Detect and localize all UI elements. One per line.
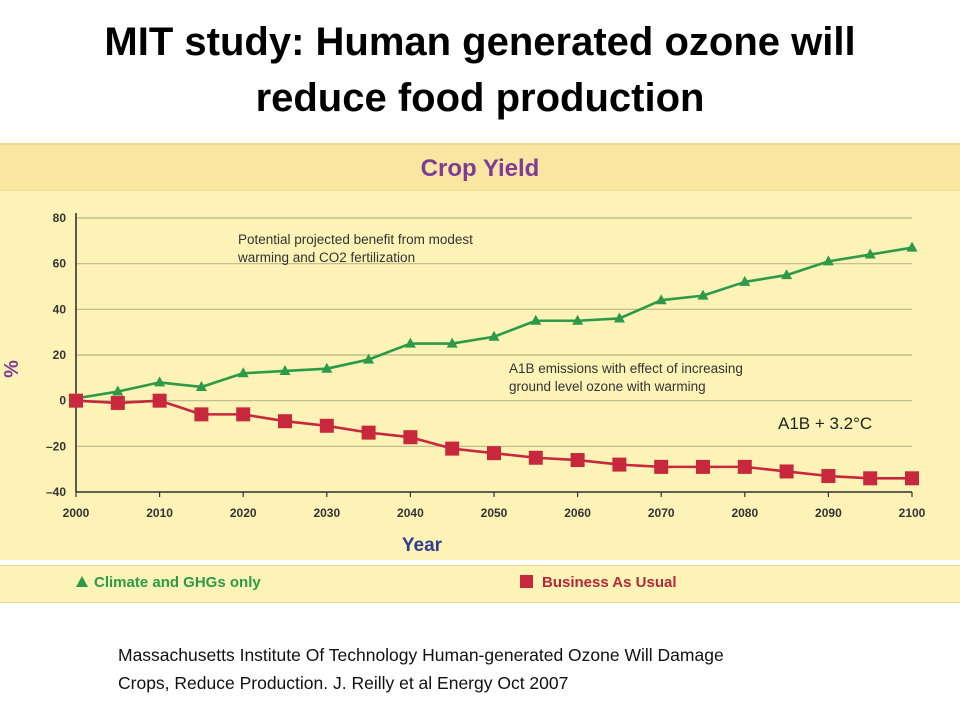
data-point-bau	[110, 395, 125, 410]
legend-label-bau: Business As Usual	[542, 574, 677, 591]
x-axis-label: Year	[402, 535, 443, 556]
data-point-climate	[572, 314, 584, 325]
green-annotation-line: Potential projected benefit from modest	[238, 232, 473, 247]
data-point-climate	[613, 312, 625, 323]
red-annotation-line: ground level ozone with warming	[509, 379, 706, 394]
x-tick-label: 2060	[564, 506, 591, 520]
data-point-bau	[863, 471, 878, 486]
data-point-climate	[112, 385, 124, 396]
data-point-bau	[445, 441, 460, 456]
citation-line2: Crops, Reduce Production. J. Reilly et a…	[118, 673, 569, 693]
data-point-climate	[321, 362, 333, 373]
y-tick-label: 60	[53, 257, 67, 271]
legend-item-climate: Climate and GHGs only	[76, 574, 261, 592]
data-point-climate	[154, 376, 166, 387]
x-tick-label: 2020	[230, 506, 257, 520]
x-tick-label: 2000	[63, 506, 90, 520]
data-point-climate	[363, 353, 375, 364]
data-point-climate	[530, 314, 542, 325]
x-tick-label: 2090	[815, 506, 842, 520]
x-tick-label: 2050	[481, 506, 508, 520]
data-point-bau	[278, 414, 292, 429]
data-point-bau	[319, 418, 334, 433]
data-point-bau	[696, 459, 710, 474]
x-tick-label: 2070	[648, 506, 675, 520]
data-point-bau	[821, 469, 836, 484]
citation: Massachusetts Institute Of Technology Hu…	[118, 641, 938, 697]
data-point-climate	[195, 380, 207, 391]
x-tick-label: 2080	[731, 506, 758, 520]
data-point-climate	[279, 364, 291, 375]
square-marker-icon	[520, 575, 533, 588]
data-point-climate	[739, 275, 751, 286]
data-point-bau	[905, 471, 919, 486]
data-point-climate	[697, 289, 709, 300]
data-point-bau	[737, 459, 752, 474]
data-point-climate	[781, 269, 793, 280]
x-tick-label: 2040	[397, 506, 424, 520]
legend-item-bau: Business As Usual	[520, 574, 677, 592]
data-point-bau	[403, 430, 418, 445]
x-tick-label: 2030	[313, 506, 340, 520]
data-point-climate	[906, 241, 918, 252]
data-point-climate	[404, 337, 416, 348]
data-point-climate	[488, 330, 500, 341]
slide-title: MIT study: Human generated ozone will re…	[0, 14, 960, 126]
legend-band	[0, 565, 960, 603]
citation-line1: Massachusetts Institute Of Technology Hu…	[118, 645, 724, 665]
data-point-bau	[69, 393, 83, 408]
data-point-climate	[237, 367, 249, 378]
data-point-bau	[779, 464, 794, 479]
legend-label-climate: Climate and GHGs only	[94, 574, 261, 591]
y-tick-label: –40	[46, 485, 66, 499]
red-annotation-line: A1B emissions with effect of increasing	[509, 361, 743, 376]
y-tick-label: 20	[53, 348, 67, 362]
data-point-bau	[612, 457, 627, 472]
data-point-bau	[487, 446, 501, 461]
y-tick-label: 80	[53, 211, 67, 225]
slide-title-line1: MIT study: Human generated ozone will	[104, 20, 856, 64]
data-point-bau	[654, 459, 669, 474]
chart-title-band	[0, 143, 960, 191]
chart-panel	[0, 143, 960, 560]
y-tick-label: –20	[46, 439, 66, 453]
data-point-bau	[194, 407, 209, 422]
y-tick-label: 40	[53, 302, 67, 316]
data-point-bau	[236, 407, 251, 422]
data-point-climate	[822, 255, 834, 266]
crop-yield-chart: Crop Yield 80 60 40 20 0 –20 –40 2000 2010 2020 203…	[1, 155, 926, 556]
slide-title-line2: reduce food production	[255, 76, 705, 120]
triangle-marker-icon	[76, 576, 88, 587]
data-point-bau	[528, 450, 543, 465]
data-point-climate	[655, 294, 667, 305]
data-point-climate	[864, 248, 876, 259]
data-point-climate	[446, 337, 458, 348]
data-point-bau	[152, 393, 167, 408]
x-tick-label: 2010	[146, 506, 173, 520]
data-point-bau	[361, 425, 376, 440]
y-tick-label: 0	[59, 394, 66, 408]
scenario-label-line: A1B + 3.2°C	[778, 414, 872, 433]
data-point-bau	[570, 453, 585, 468]
x-tick-label: 2100	[899, 506, 926, 520]
chart-title: Crop Yield	[421, 155, 540, 182]
green-annotation-line: warming and CO2 fertilization	[237, 250, 415, 265]
y-axis-label: %	[1, 360, 23, 378]
